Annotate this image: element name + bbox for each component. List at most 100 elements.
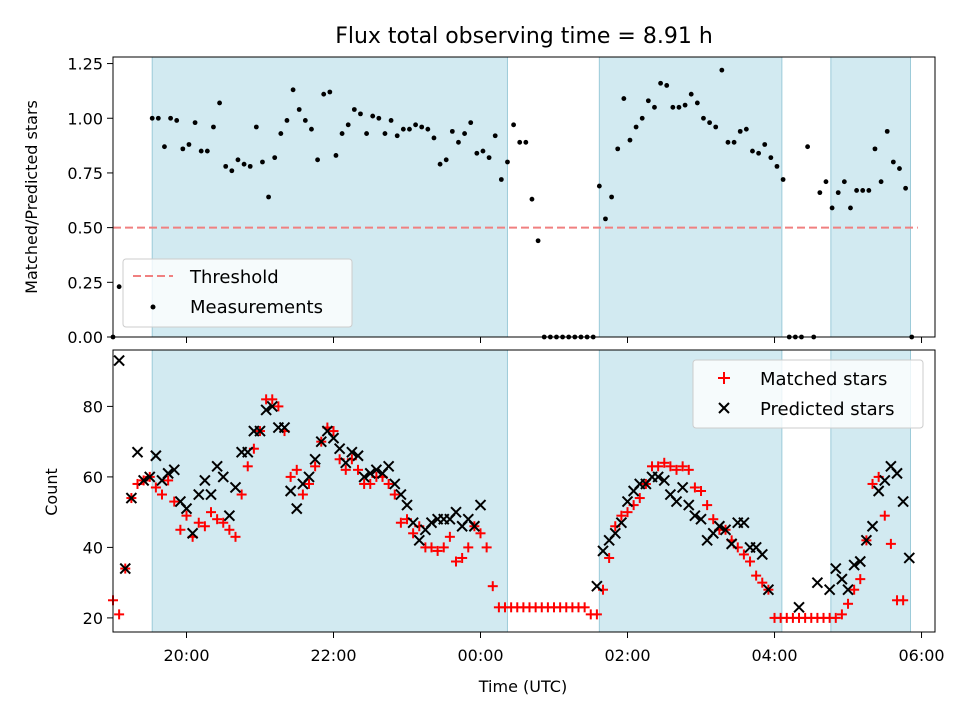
data-point bbox=[150, 450, 162, 462]
matched-legend-label: Matched stars bbox=[760, 369, 887, 390]
data-point bbox=[278, 131, 284, 136]
data-point bbox=[157, 489, 168, 500]
data-point bbox=[708, 514, 719, 525]
data-point bbox=[835, 190, 841, 196]
data-point bbox=[291, 464, 302, 475]
data-point bbox=[866, 520, 879, 532]
data-point bbox=[149, 115, 155, 121]
data-point bbox=[621, 96, 627, 101]
data-point bbox=[304, 478, 315, 489]
top-legend-box bbox=[122, 258, 353, 328]
data-point bbox=[823, 583, 836, 596]
data-point bbox=[854, 555, 866, 568]
data-point bbox=[116, 284, 122, 290]
top-legend: Threshold Measurements bbox=[122, 258, 353, 328]
data-point bbox=[622, 507, 633, 518]
data-point bbox=[480, 148, 486, 154]
data-point bbox=[328, 426, 339, 437]
data-point bbox=[211, 460, 223, 473]
data-point bbox=[315, 435, 327, 448]
data-point bbox=[395, 488, 407, 501]
data-point bbox=[426, 542, 437, 553]
data-point bbox=[333, 442, 346, 455]
data-point bbox=[217, 471, 229, 483]
data-point bbox=[511, 122, 516, 128]
data-point bbox=[671, 464, 682, 475]
data-point bbox=[180, 146, 186, 152]
data-point bbox=[296, 107, 302, 112]
data-point bbox=[364, 131, 369, 136]
data-point bbox=[192, 120, 198, 126]
data-point bbox=[401, 499, 413, 511]
data-point bbox=[898, 595, 909, 606]
data-point bbox=[456, 139, 461, 145]
y-tick-label: 1.00 bbox=[67, 109, 103, 128]
data-point bbox=[860, 534, 873, 547]
data-point bbox=[408, 528, 419, 539]
data-point bbox=[805, 144, 810, 150]
data-point bbox=[603, 216, 608, 222]
data-point bbox=[370, 464, 383, 476]
data-point bbox=[683, 464, 694, 475]
data-point bbox=[285, 471, 296, 482]
data-point bbox=[254, 425, 266, 437]
data-point bbox=[125, 492, 138, 504]
data-point bbox=[677, 461, 688, 472]
data-point bbox=[407, 126, 412, 132]
data-point bbox=[113, 354, 125, 367]
data-point bbox=[688, 91, 694, 97]
data-point bbox=[395, 517, 406, 528]
data-point bbox=[627, 137, 633, 143]
data-point bbox=[353, 464, 364, 475]
data-point bbox=[849, 584, 860, 595]
data-point bbox=[351, 107, 357, 112]
data-point bbox=[389, 489, 400, 500]
data-point bbox=[217, 100, 222, 106]
bottom-xlabel: Time (UTC) bbox=[478, 677, 567, 696]
data-point bbox=[206, 507, 217, 518]
data-point bbox=[309, 126, 314, 132]
data-point bbox=[492, 133, 498, 139]
data-point bbox=[180, 502, 193, 515]
data-point bbox=[616, 510, 627, 521]
data-point bbox=[333, 153, 339, 158]
data-point bbox=[652, 104, 657, 110]
data-point bbox=[297, 489, 308, 500]
data-point bbox=[224, 524, 235, 535]
data-point bbox=[848, 559, 860, 571]
data-point bbox=[866, 188, 872, 193]
data-point bbox=[615, 146, 621, 152]
data-point bbox=[505, 159, 510, 165]
data-point bbox=[358, 111, 363, 117]
data-point bbox=[707, 120, 712, 126]
data-point bbox=[273, 401, 284, 412]
data-point bbox=[463, 542, 474, 553]
chart-title: Flux total observing time = 8.91 h bbox=[335, 24, 713, 49]
data-point bbox=[498, 177, 504, 182]
shaded-interval bbox=[599, 57, 782, 337]
bottom-ylabel: Count bbox=[42, 468, 61, 516]
data-point bbox=[842, 583, 854, 596]
data-point bbox=[242, 461, 253, 472]
data-point bbox=[444, 531, 455, 542]
data-point bbox=[634, 493, 645, 504]
data-point bbox=[829, 205, 835, 211]
data-point bbox=[696, 486, 707, 496]
data-point bbox=[370, 113, 376, 119]
y-tick-label: 40 bbox=[83, 538, 103, 557]
data-point bbox=[284, 485, 297, 497]
x-tick-label: 04:00 bbox=[751, 646, 797, 665]
data-point bbox=[609, 527, 621, 540]
data-point bbox=[419, 124, 425, 130]
data-point bbox=[836, 609, 847, 620]
data-point bbox=[683, 499, 695, 511]
data-point bbox=[119, 562, 131, 575]
data-point bbox=[774, 163, 780, 169]
data-point bbox=[457, 552, 468, 563]
data-point bbox=[475, 528, 486, 539]
data-point bbox=[144, 471, 156, 483]
data-point bbox=[738, 517, 750, 529]
data-point bbox=[358, 471, 370, 483]
data-point bbox=[719, 524, 732, 536]
y-tick-label: 20 bbox=[83, 609, 103, 628]
